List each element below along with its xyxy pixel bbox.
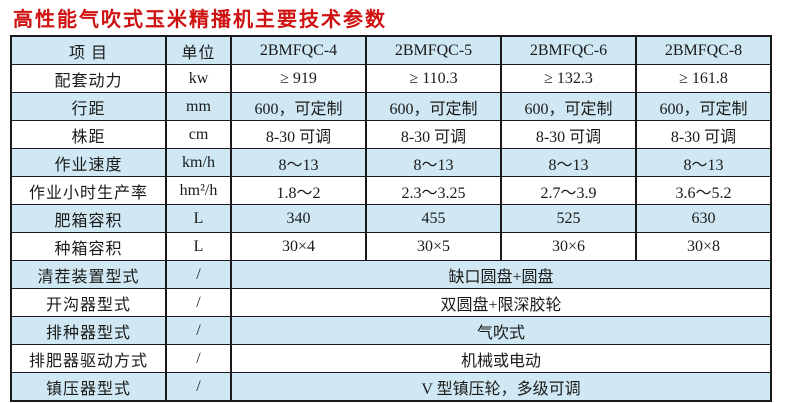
column-header-model-3: 2BMFQC-6: [500, 35, 636, 65]
value-cell-merged: V 型镇压轮，多级可调: [230, 372, 771, 401]
value-cell: 8～13: [500, 148, 636, 177]
value-cell-merged: 气吹式: [230, 316, 771, 345]
value-cell: ≥ 110.3: [365, 64, 501, 93]
value-cell: 30×5: [365, 232, 501, 261]
value-cell: 600，可定制: [500, 92, 636, 121]
unit-cell: kw: [165, 64, 231, 93]
column-header-model-1: 2BMFQC-4: [230, 35, 366, 65]
column-header-model-4: 2BMFQC-8: [635, 35, 771, 65]
unit-cell: /: [165, 316, 231, 345]
header-row: 项 目 单位 2BMFQC-4 2BMFQC-5 2BMFQC-6 2BMFQC…: [11, 35, 771, 65]
value-cell: 8-30 可调: [635, 120, 771, 149]
unit-cell: km/h: [165, 148, 231, 177]
page-title: 高性能气吹式玉米精播机主要技术参数: [13, 9, 387, 31]
value-cell: 8-30 可调: [230, 120, 366, 149]
specs-table: 项 目 单位 2BMFQC-4 2BMFQC-5 2BMFQC-6 2BMFQC…: [10, 35, 772, 402]
value-cell: ≥ 919: [230, 64, 366, 93]
value-cell: ≥ 132.3: [500, 64, 636, 93]
value-cell: 600，可定制: [365, 92, 501, 121]
unit-cell: /: [165, 260, 231, 289]
row-label: 开沟器型式: [11, 288, 166, 317]
row-label: 行距: [11, 92, 166, 121]
value-cell: 8～13: [230, 148, 366, 177]
table-row: 作业速度 km/h 8～13 8～13 8～13 8～13: [11, 148, 771, 177]
table-row: 排种器型式 / 气吹式: [11, 316, 771, 345]
table-row: 行距 mm 600，可定制 600，可定制 600，可定制 600，可定制: [11, 92, 771, 121]
table-row: 镇压器型式 / V 型镇压轮，多级可调: [11, 372, 771, 401]
value-cell: 30×8: [635, 232, 771, 261]
value-cell: 30×4: [230, 232, 366, 261]
value-cell: 8-30 可调: [500, 120, 636, 149]
value-cell: ≥ 161.8: [635, 64, 771, 93]
value-cell: 8～13: [365, 148, 501, 177]
table-row: 株距 cm 8-30 可调 8-30 可调 8-30 可调 8-30 可调: [11, 120, 771, 149]
value-cell-merged: 缺口圆盘+圆盘: [230, 260, 771, 289]
value-cell: 630: [635, 204, 771, 233]
column-header-model-2: 2BMFQC-5: [365, 35, 501, 65]
row-label: 镇压器型式: [11, 372, 166, 401]
value-cell-merged: 双圆盘+限深胶轮: [230, 288, 771, 317]
table-row: 开沟器型式 / 双圆盘+限深胶轮: [11, 288, 771, 317]
row-label: 作业速度: [11, 148, 166, 177]
table-row: 种箱容积 L 30×4 30×5 30×6 30×8: [11, 232, 771, 261]
value-cell: 455: [365, 204, 501, 233]
value-cell: 8～13: [635, 148, 771, 177]
table-row: 清茬装置型式 / 缺口圆盘+圆盘: [11, 260, 771, 289]
unit-cell: /: [165, 344, 231, 373]
unit-cell: L: [165, 204, 231, 233]
table-row: 排肥器驱动方式 / 机械或电动: [11, 344, 771, 373]
row-label: 株距: [11, 120, 166, 149]
value-cell: 8-30 可调: [365, 120, 501, 149]
value-cell: 600，可定制: [230, 92, 366, 121]
row-label: 清茬装置型式: [11, 260, 166, 289]
value-cell: 2.7～3.9: [500, 176, 636, 205]
value-cell: 3.6～5.2: [635, 176, 771, 205]
unit-cell: /: [165, 288, 231, 317]
row-label: 种箱容积: [11, 232, 166, 261]
row-label: 排肥器驱动方式: [11, 344, 166, 373]
unit-cell: cm: [165, 120, 231, 149]
unit-cell: L: [165, 232, 231, 261]
value-cell: 600，可定制: [635, 92, 771, 121]
unit-cell: /: [165, 372, 231, 401]
column-header-unit: 单位: [165, 35, 231, 65]
unit-cell: mm: [165, 92, 231, 121]
value-cell: 1.8～2: [230, 176, 366, 205]
row-label: 排种器型式: [11, 316, 166, 345]
table-row: 肥箱容积 L 340 455 525 630: [11, 204, 771, 233]
value-cell: 340: [230, 204, 366, 233]
table-row: 配套动力 kw ≥ 919 ≥ 110.3 ≥ 132.3 ≥ 161.8: [11, 64, 771, 93]
table-row: 作业小时生产率 hm²/h 1.8～2 2.3～3.25 2.7～3.9 3.6…: [11, 176, 771, 205]
value-cell: 30×6: [500, 232, 636, 261]
value-cell: 2.3～3.25: [365, 176, 501, 205]
value-cell-merged: 机械或电动: [230, 344, 771, 373]
column-header-item: 项 目: [11, 35, 166, 65]
row-label: 作业小时生产率: [11, 176, 166, 205]
row-label: 配套动力: [11, 64, 166, 93]
unit-cell: hm²/h: [165, 176, 231, 205]
row-label: 肥箱容积: [11, 204, 166, 233]
value-cell: 525: [500, 204, 636, 233]
